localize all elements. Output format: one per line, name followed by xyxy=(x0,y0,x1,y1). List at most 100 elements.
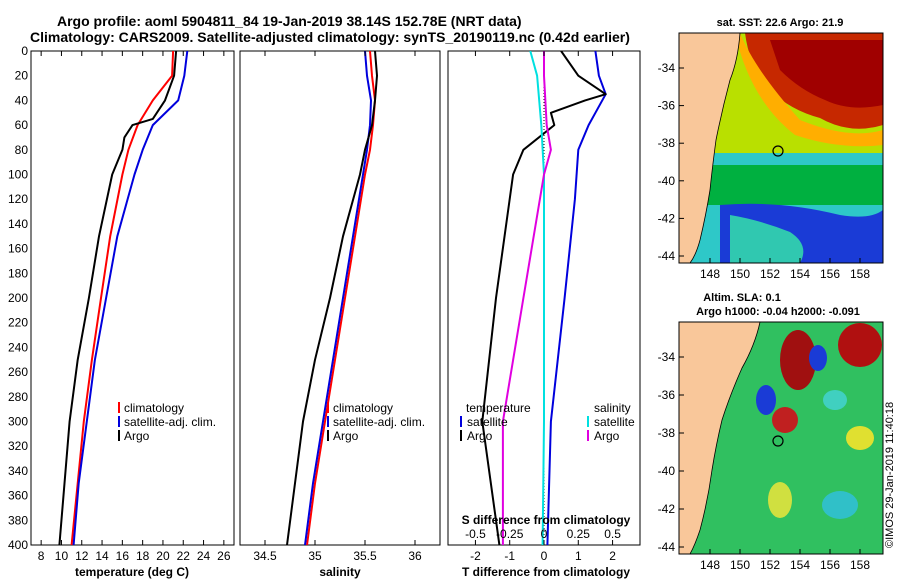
depth-tick-label: 80 xyxy=(15,143,29,157)
sla-map-subtitle: Argo h1000: -0.04 h2000: -0.091 xyxy=(696,306,860,318)
x-tick-label: -1 xyxy=(504,549,515,563)
x-tick-label: 16 xyxy=(116,549,130,563)
sla-low-eddy-1 xyxy=(809,345,827,371)
s-tick-label: 0 xyxy=(541,527,548,541)
temperature-panel: 8 10 12 14 16 18 20 22 24 26 temperature (deg C) … xyxy=(30,50,235,579)
legend-temperature-title: temperature xyxy=(466,401,531,415)
legend-t-argo-label: Argo xyxy=(467,429,493,443)
depth-tick-label: 280 xyxy=(8,390,28,404)
map-lon-tick-label: 148 xyxy=(700,558,720,572)
sla-map-frame xyxy=(678,321,884,555)
depth-tick-label: 340 xyxy=(8,464,28,478)
depth-tick-label: 160 xyxy=(8,242,28,256)
legend-t-satellite-label: satellite xyxy=(467,415,508,429)
sst-map-frame xyxy=(678,32,884,264)
x-tick-label: -2 xyxy=(470,549,481,563)
map-lat-tick-label: -42 xyxy=(658,502,676,516)
legend-s-sat-diff-label: satellite xyxy=(594,415,635,429)
sla-yellow-patch-2 xyxy=(768,482,792,518)
x-tick-label: 10 xyxy=(55,549,69,563)
map-lon-tick-label: 156 xyxy=(820,267,840,281)
map-lon-tick-label: 158 xyxy=(850,558,870,572)
depth-axis-ticks: 0 20 40 60 80 100 120 140 160 180 200 220 240 260 280 3… xyxy=(8,44,640,552)
profile-line-satellite-adj-clim- xyxy=(304,51,372,545)
depth-tick-label: 140 xyxy=(8,217,28,231)
profile-line-argo xyxy=(286,51,378,545)
diff-line-s-argo xyxy=(501,51,552,545)
legend-s-climatology-label: climatology xyxy=(333,401,393,415)
legend-s-argo-label: Argo xyxy=(333,429,359,443)
figure-title-line2: Climatology: CARS2009. Satellite-adjuste… xyxy=(30,29,630,45)
imos-timestamp: ©IMOS 29-Jan-2019 11:40:18 xyxy=(884,402,896,548)
sla-high-eddy-1 xyxy=(780,330,816,390)
map-lat-tick-label: -38 xyxy=(658,426,676,440)
temperature-legend: climatology satellite-adj. clim. Argo xyxy=(118,401,216,443)
map-lat-tick-label: -38 xyxy=(658,136,676,150)
salinity-legend: climatology satellite-adj. clim. Argo xyxy=(327,401,425,443)
map-lon-tick-label: 154 xyxy=(790,267,810,281)
legend-s-argo-diff-label: Argo xyxy=(594,429,620,443)
x-tick-label: 8 xyxy=(38,549,45,563)
map-lat-tick-label: -42 xyxy=(658,211,676,225)
x-tick-label: 2 xyxy=(609,549,616,563)
sla-high-eddy-2 xyxy=(838,323,882,367)
depth-tick-label: 300 xyxy=(8,415,28,429)
x-tick-label: 34.5 xyxy=(253,549,277,563)
map-lat-tick-label: -36 xyxy=(658,99,676,113)
difference-panel: -2 -1 0 1 2 -0.5 -0.25 0 0.25 0.5 S difference f… xyxy=(447,50,641,579)
legend-salinity-title: salinity xyxy=(594,401,631,415)
x-tick-label: 1 xyxy=(575,549,582,563)
x-tick-label: 26 xyxy=(217,549,231,563)
x-tick-label: 18 xyxy=(136,549,150,563)
legend-climatology-label: climatology xyxy=(124,401,184,415)
map-lat-tick-label: -36 xyxy=(658,388,676,402)
x-tick-label: 12 xyxy=(75,549,89,563)
depth-tick-label: 380 xyxy=(8,513,28,527)
t-difference-axis-label: T difference from climatology xyxy=(462,565,630,579)
s-tick-label: 0.25 xyxy=(567,527,591,541)
salinity-diff-legend: salinity satellite Argo xyxy=(587,401,635,443)
depth-tick-label: 180 xyxy=(8,266,28,280)
temperature-panel-frame xyxy=(30,50,235,546)
map-lat-tick-label: -44 xyxy=(658,540,676,554)
map-lon-tick-label: 156 xyxy=(820,558,840,572)
salinity-panel-frame xyxy=(239,50,441,546)
sst-map-title: sat. SST: 22.6 Argo: 21.9 xyxy=(717,17,844,29)
depth-tick-label: 220 xyxy=(8,316,28,330)
map-lon-tick-label: 150 xyxy=(730,558,750,572)
sla-low-eddy-2 xyxy=(756,385,776,415)
s-tick-label: -0.5 xyxy=(465,527,486,541)
map-lat-tick-label: -44 xyxy=(658,249,676,263)
map-lon-tick-label: 158 xyxy=(850,267,870,281)
profile-line-satellite-adj-clim- xyxy=(72,51,189,545)
legend-argo-label: Argo xyxy=(124,429,150,443)
sla-map: Altim. SLA: 0.1 Argo h1000: -0.04 h2000:… xyxy=(658,292,884,572)
sla-cyan-patch-2 xyxy=(822,491,858,519)
sla-argo-location-marker xyxy=(772,435,784,447)
depth-tick-label: 120 xyxy=(8,192,28,206)
diff-line-t-satellite xyxy=(546,51,607,545)
map-lon-tick-label: 152 xyxy=(760,558,780,572)
sla-high-eddy-3 xyxy=(772,407,798,433)
legend-s-satellite-label: satellite-adj. clim. xyxy=(333,415,425,429)
depth-tick-label: 200 xyxy=(8,291,28,305)
sst-green-band xyxy=(700,165,883,205)
depth-tick-label: 360 xyxy=(8,489,28,503)
figure-title-line1: Argo profile: aoml 5904811_84 19-Jan-201… xyxy=(57,13,522,29)
salinity-panel: 34.5 35 35.5 36 salinity climatology satell… xyxy=(239,50,441,579)
s-difference-axis-label: S difference from climatology xyxy=(462,513,631,527)
map-lon-tick-label: 150 xyxy=(730,267,750,281)
sst-argo-location-marker xyxy=(772,145,784,157)
depth-tick-label: 60 xyxy=(15,118,29,132)
temperature-axis-label: temperature (deg C) xyxy=(75,565,189,579)
depth-tick-label: 20 xyxy=(15,69,29,83)
x-tick-label: 35 xyxy=(308,549,322,563)
temperature-diff-legend: temperature satellite Argo xyxy=(460,401,531,443)
s-tick-label: 0.5 xyxy=(604,527,621,541)
depth-tick-label: 400 xyxy=(8,538,28,552)
depth-tick-label: 260 xyxy=(8,365,28,379)
depth-tick-label: 240 xyxy=(8,340,28,354)
profile-line-argo xyxy=(58,51,178,545)
depth-tick-label: 0 xyxy=(21,44,28,58)
